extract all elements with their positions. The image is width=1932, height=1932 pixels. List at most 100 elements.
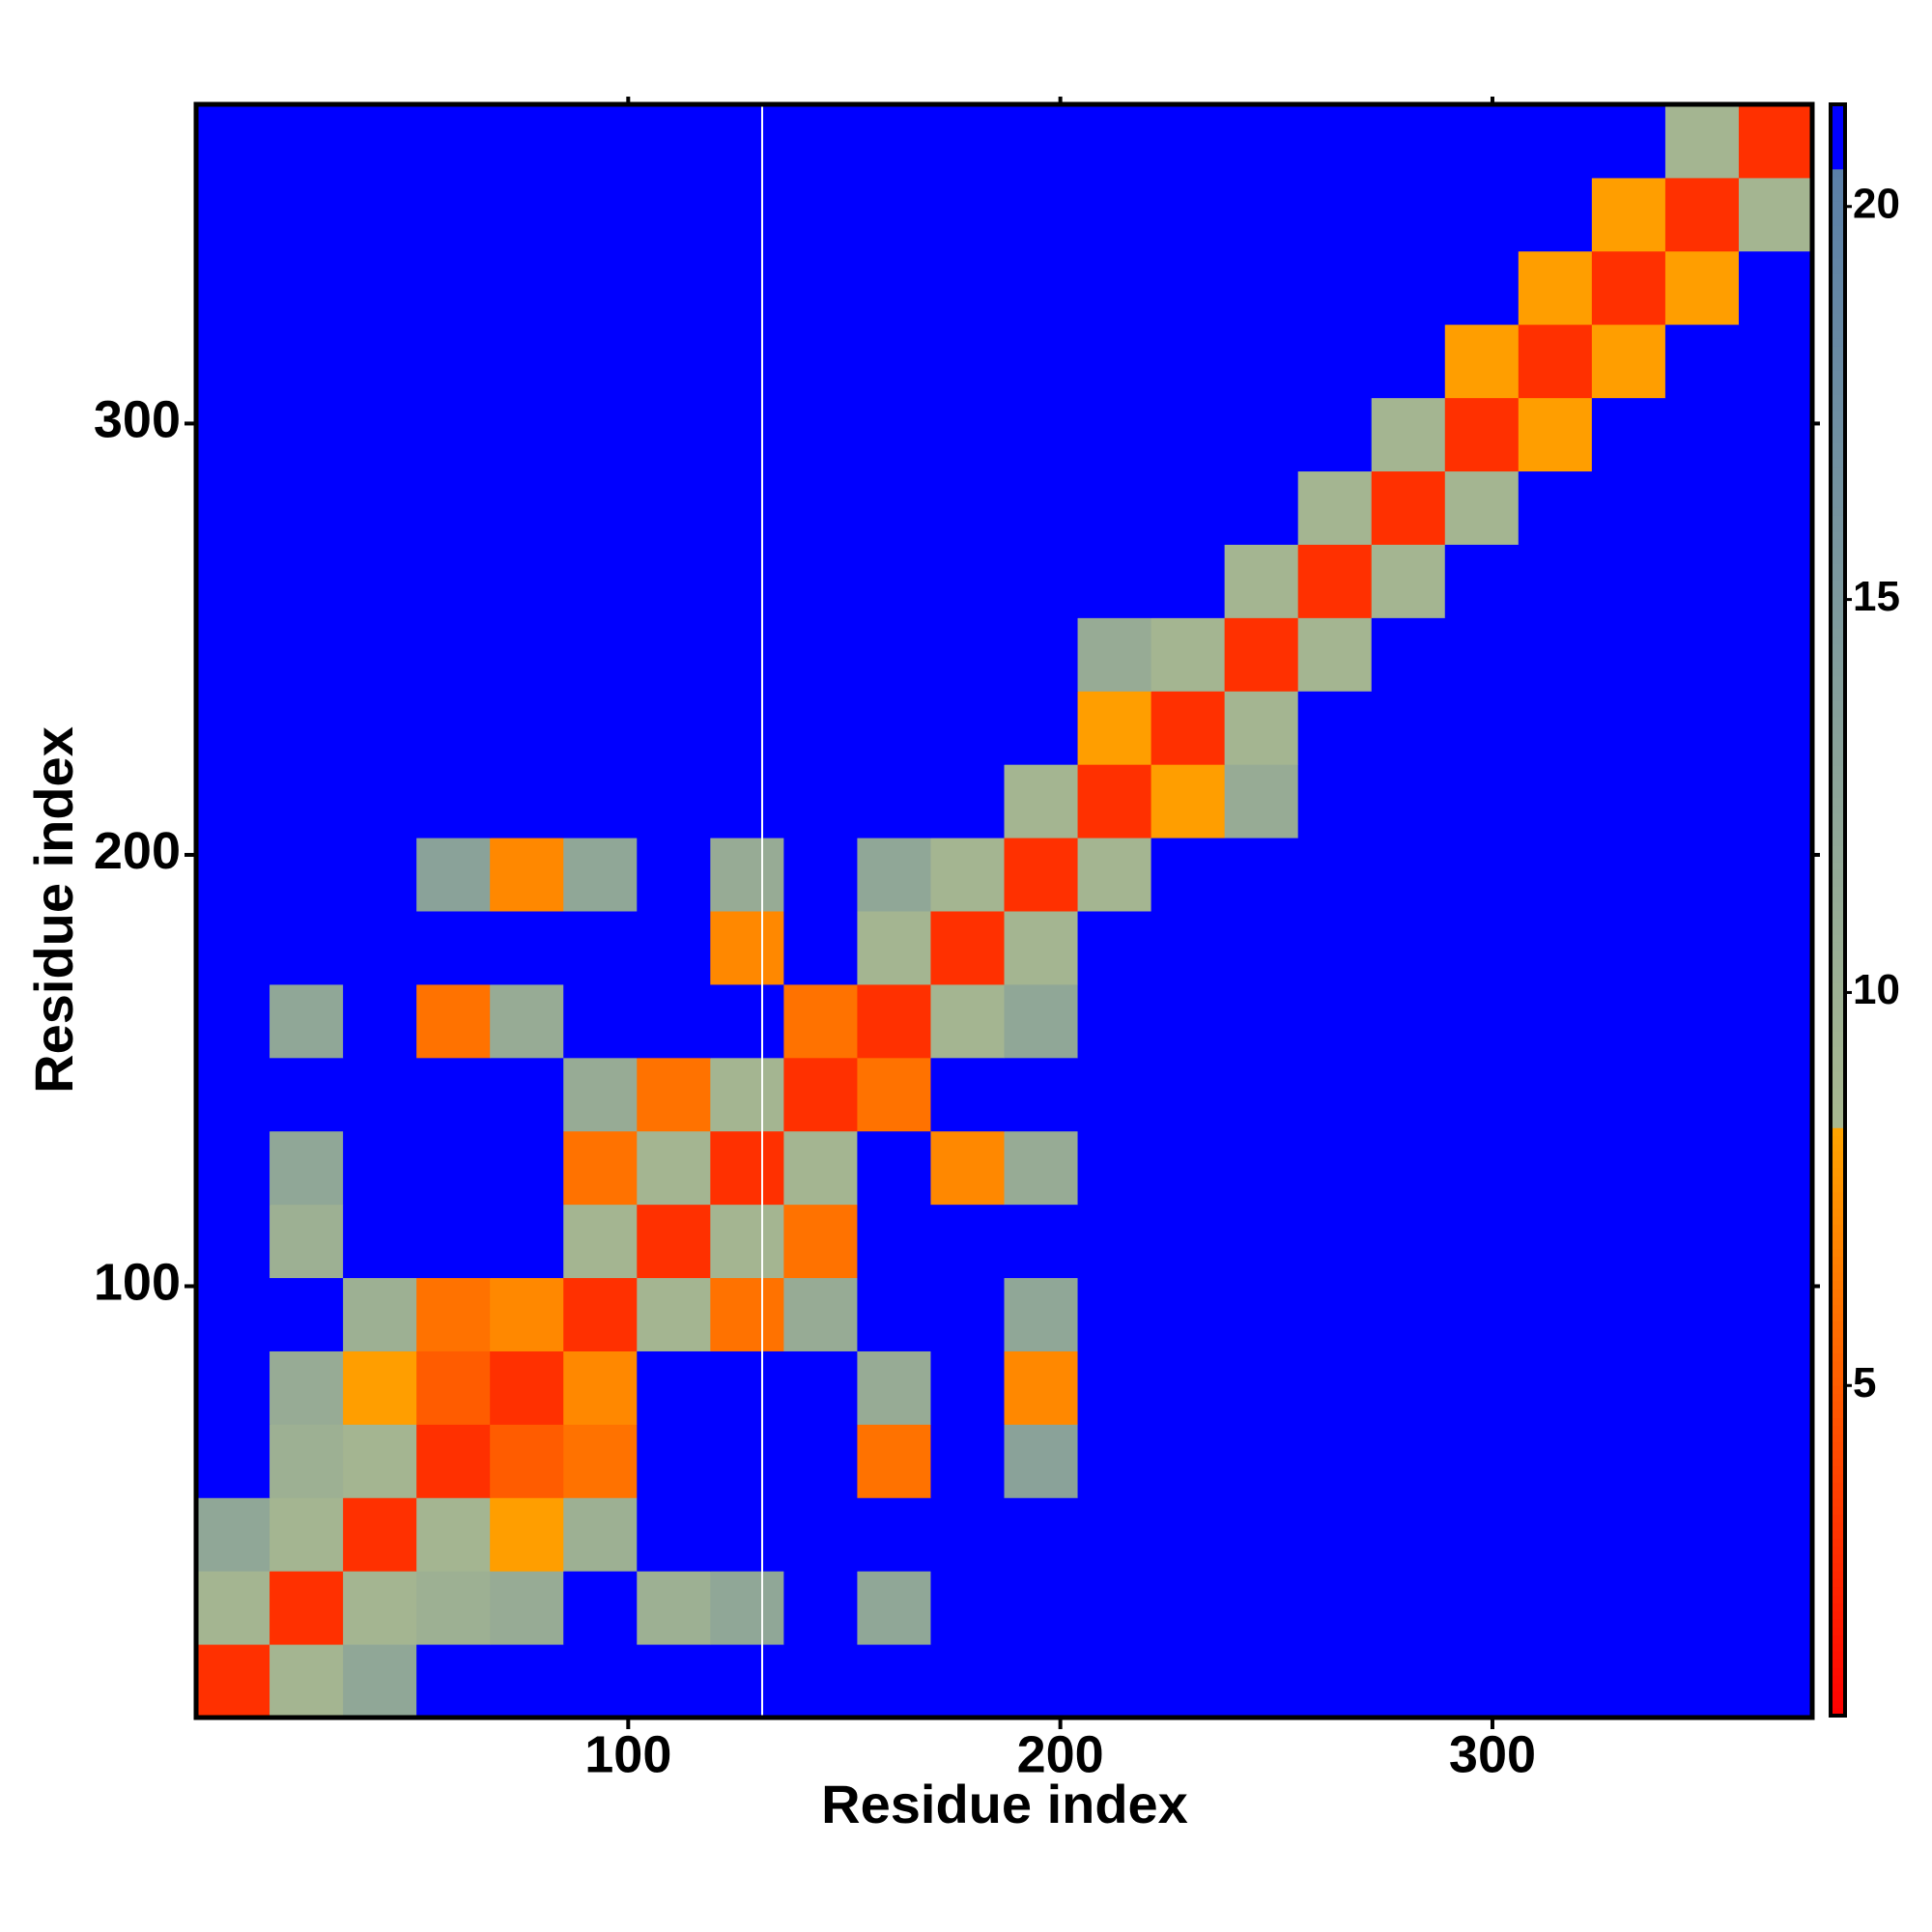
heatmap-cell <box>1738 397 1813 472</box>
heatmap-cell <box>1664 617 1740 692</box>
colorbar-slice <box>1831 1690 1845 1700</box>
heatmap-cell <box>1444 397 1520 472</box>
colorbar-slice <box>1831 1135 1845 1145</box>
colorbar-slice <box>1831 1659 1845 1668</box>
heatmap-cell <box>1077 177 1152 252</box>
heatmap-cell <box>270 838 344 912</box>
heatmap-cell <box>1518 1130 1593 1206</box>
heatmap-cell <box>1738 250 1813 326</box>
heatmap-cell <box>710 1571 784 1645</box>
colorbar-slice <box>1831 925 1845 935</box>
heatmap-cell <box>1444 691 1520 765</box>
heatmap-cell <box>930 691 1005 765</box>
heatmap-cell <box>1664 397 1740 472</box>
heatmap-cell <box>416 324 491 399</box>
heatmap-cell <box>637 617 711 692</box>
heatmap-cell <box>1297 1130 1373 1206</box>
heatmap-cell <box>783 691 858 765</box>
colorbar-slice <box>1831 1167 1845 1177</box>
heatmap-cell <box>1738 544 1813 618</box>
x-tick-label: 100 <box>584 1725 671 1783</box>
heatmap-cell <box>416 250 491 326</box>
colorbar-slice <box>1831 1224 1845 1234</box>
colorbar-slice <box>1831 450 1845 460</box>
colorbar-slice <box>1831 1337 1845 1346</box>
heatmap-cell <box>1664 324 1740 399</box>
heatmap-cell <box>637 1130 711 1206</box>
heatmap-cell <box>416 397 491 472</box>
heatmap-cell <box>1371 250 1446 326</box>
heatmap-cell <box>637 1350 711 1425</box>
colorbar-slice <box>1831 1313 1845 1321</box>
heatmap-cell <box>637 1571 711 1645</box>
colorbar-slice <box>1831 1514 1845 1523</box>
heatmap-cell <box>1224 324 1299 399</box>
heatmap-cell <box>343 470 417 545</box>
heatmap-cell <box>416 1497 491 1572</box>
heatmap-cell <box>1444 1424 1520 1498</box>
colorbar-slice <box>1831 934 1845 943</box>
heatmap-cell <box>783 250 858 326</box>
heatmap-cell <box>563 1204 638 1279</box>
heatmap-cell <box>270 983 344 1059</box>
heatmap-cell <box>637 397 711 472</box>
colorbar-slice <box>1831 249 1845 259</box>
heatmap-cell <box>1664 838 1740 912</box>
heatmap-cell <box>1664 911 1740 985</box>
colorbar-slice <box>1831 958 1845 967</box>
colorbar-slice <box>1831 1675 1845 1685</box>
heatmap-cell <box>1004 104 1079 179</box>
heatmap-cell <box>1297 470 1373 545</box>
heatmap-cell <box>1077 1057 1152 1132</box>
heatmap-cell <box>196 617 270 692</box>
heatmap-cell <box>1664 250 1740 326</box>
colorbar-slice <box>1831 426 1845 436</box>
heatmap-cell <box>1518 691 1593 765</box>
heatmap-cell <box>196 1350 270 1425</box>
heatmap-cell <box>270 1204 344 1279</box>
heatmap-cell <box>783 1130 858 1206</box>
heatmap-cell <box>1297 764 1373 838</box>
heatmap-cell <box>1077 911 1152 985</box>
heatmap-cell <box>1077 838 1152 912</box>
heatmap-cell <box>1077 1424 1152 1498</box>
heatmap-cell <box>1444 911 1520 985</box>
colorbar-slice <box>1831 643 1845 653</box>
colorbar-slice <box>1831 378 1845 387</box>
colorbar-slice <box>1831 829 1845 838</box>
colorbar-slice <box>1831 1458 1845 1467</box>
heatmap-cell <box>416 177 491 252</box>
colorbar-slice <box>1831 1288 1845 1297</box>
heatmap-cell <box>1591 1057 1666 1132</box>
heatmap-cell <box>1077 1130 1152 1206</box>
heatmap-cell <box>196 397 270 472</box>
heatmap-cell <box>1664 1130 1740 1206</box>
heatmap-cell <box>857 838 931 912</box>
colorbar-tick-label: 15 <box>1853 573 1900 620</box>
heatmap-cell <box>1004 324 1079 399</box>
heatmap-cell <box>783 1204 858 1279</box>
colorbar-slice <box>1831 1465 1845 1475</box>
heatmap-cell <box>1371 470 1446 545</box>
heatmap-cell <box>1151 1644 1226 1719</box>
colorbar-slice <box>1831 1176 1845 1185</box>
colorbar-slice <box>1831 177 1845 185</box>
heatmap-cell <box>783 1277 858 1351</box>
heatmap-cell <box>1224 1571 1299 1645</box>
colorbar-slice <box>1831 918 1845 927</box>
colorbar-slice <box>1831 185 1845 194</box>
heatmap-cell <box>196 1497 270 1572</box>
heatmap-cell <box>1077 104 1152 179</box>
heatmap-cell <box>1591 1277 1666 1351</box>
heatmap-cell <box>783 544 858 618</box>
heatmap-cell <box>637 911 711 985</box>
colorbar-slice <box>1831 1119 1845 1128</box>
heatmap-cell <box>563 911 638 985</box>
heatmap-cell <box>1444 1130 1520 1206</box>
heatmap-cell <box>1004 1644 1079 1719</box>
heatmap-cell <box>270 104 344 179</box>
heatmap-cell <box>270 397 344 472</box>
colorbar-slice <box>1831 1417 1845 1427</box>
heatmap-cell <box>343 544 417 618</box>
colorbar-slice <box>1831 636 1845 645</box>
